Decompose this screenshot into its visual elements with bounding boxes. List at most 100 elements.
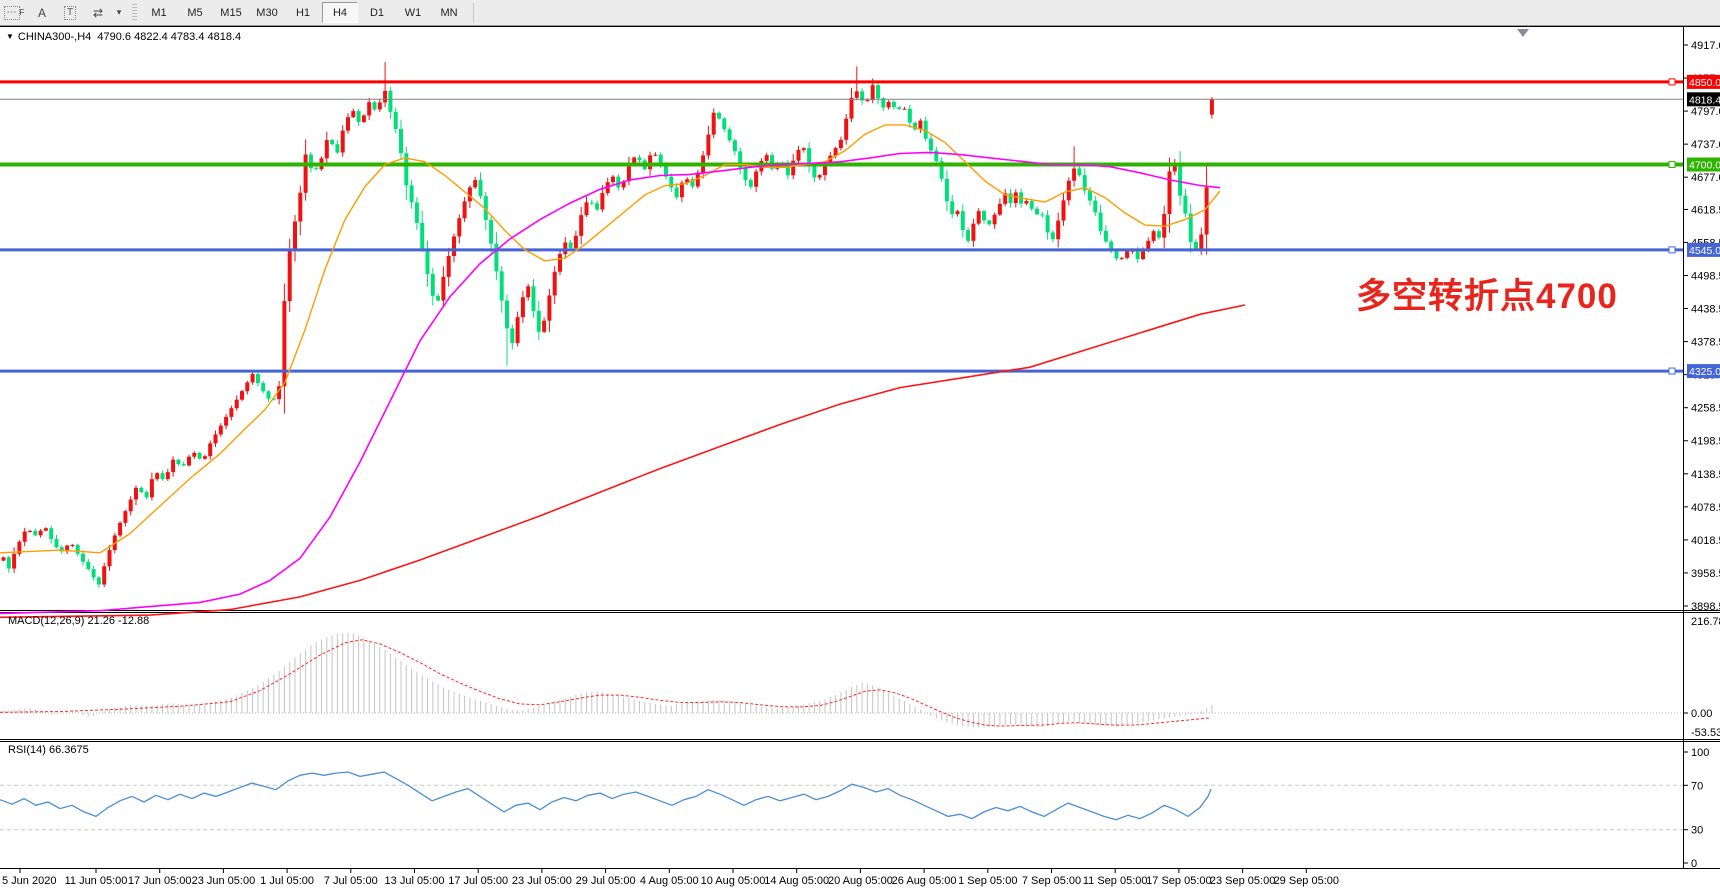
candle-body [160,473,165,480]
candle-body [361,115,366,123]
candle-body [547,295,552,321]
date-label: 17 Jul 05:00 [448,875,508,887]
text-label-tool-icon[interactable]: A [37,5,46,20]
timeframe-button-mn[interactable]: MN [440,6,458,19]
candle-body [674,187,679,198]
hline-handle[interactable] [1668,246,1676,254]
candle-body [992,214,997,225]
candle-body [515,317,520,343]
candle-body [324,140,329,159]
tools-dropdown-caret-icon[interactable]: ▾ [116,7,122,17]
timeframe-button-h1[interactable]: H1 [295,6,311,19]
hline-handle[interactable] [1668,78,1676,86]
timeframe-button-m5[interactable]: M5 [187,6,203,19]
candle-body [43,528,48,531]
candle-body [711,112,716,135]
price-tick-label: 4018.5 [1691,535,1720,547]
price-tick-label: 4258.5 [1691,403,1720,415]
candle-body [457,218,462,237]
candle-body [1141,250,1145,260]
candle-body [483,196,488,220]
symbol-collapse-icon[interactable]: ▼ [6,32,14,41]
candle-body [918,120,923,130]
candle-body [441,276,446,301]
candle-body [934,150,939,162]
candle-body [1008,193,1013,204]
candle-body [923,120,928,139]
candle-body [1024,201,1029,204]
candle-body [59,547,64,552]
candle-body [229,408,234,417]
text-box-tool-icon[interactable]: T [57,2,83,23]
price-tick-label: 4438.5 [1691,304,1720,316]
candle-body [467,187,472,202]
candle-body [658,154,663,165]
price-tick-label: 4198.5 [1691,436,1720,448]
date-label: 29 Jul 05:00 [576,875,636,887]
candle-body [202,456,207,459]
candle-body [982,211,986,221]
candle-body [1146,240,1151,251]
hline-price-box [1687,157,1720,172]
candle-body [261,383,266,392]
candle-body [165,472,170,480]
chart-annotation-text[interactable]: 多空转折点4700 [1356,277,1618,316]
candle-body [33,530,38,536]
candle-body [648,155,653,170]
hline-handle[interactable] [1668,161,1676,169]
candle-body [181,464,186,466]
candle-body [335,144,340,153]
date-label: 17 Sep 05:00 [1146,875,1211,887]
price-tick-label: 4498.5 [1691,271,1720,283]
hline-handle[interactable] [1668,367,1676,375]
date-label: 13 Jul 05:00 [385,875,445,887]
candle-body [383,90,388,103]
candle-body [38,530,43,536]
candle-body [271,398,276,400]
candle-body [536,310,541,332]
candle-body [49,528,54,540]
candle-body [796,149,801,161]
timeframe-button-m15[interactable]: M15 [220,6,242,19]
candle-body [86,561,91,570]
date-label: 1 Jul 05:00 [260,875,314,887]
toolbar-grip-handle[interactable] [132,3,137,22]
fibo-frame-tool-icon[interactable]: ⋯ F [1,2,27,23]
candle-body [637,157,642,161]
timeframe-button-m1[interactable]: M1 [151,6,167,19]
arrange-arrows-tool-icon[interactable]: ⇄ [92,5,104,20]
candle-body [595,203,600,210]
candle-body [430,273,435,296]
candle-body [828,155,833,164]
candle-body [679,182,684,198]
candle-body [96,577,101,585]
timeframe-button-m30[interactable]: M30 [256,6,278,19]
price-tick-label: 4797.0 [1691,106,1720,118]
candle-body [134,487,138,500]
candle-body [611,176,615,183]
hline-price-label: 4700.0 [1689,160,1720,172]
price-tick-label: 4078.5 [1691,502,1720,514]
drawing-tools-group: ⋯ F A T ⇄ ▾ [0,2,126,23]
candle-body [552,271,557,296]
candle-body [748,180,753,187]
rsi-indicator-label: RSI(14) 66.3675 [8,744,89,756]
timeframe-button-h4[interactable]: H4 [322,2,358,23]
timeframe-button-d1[interactable]: D1 [369,6,385,19]
candle-body [1045,215,1050,233]
candle-body [589,202,594,204]
candle-body [388,90,393,112]
macd-indicator-label: MACD(12,26,9) 21.26 -12.88 [8,615,150,627]
price-tick-label: 4677.0 [1691,172,1720,184]
candle-body [807,148,812,166]
candle-body [833,148,838,156]
hline-price-label: 4545.0 [1689,245,1720,257]
timeframe-button-w1[interactable]: W1 [404,6,422,19]
candle-body [849,97,854,119]
candle-body [462,201,467,219]
candle-body [65,545,70,552]
candle-body [75,544,80,554]
chart-shift-marker-icon[interactable] [1517,29,1529,37]
candle-body [717,112,721,119]
